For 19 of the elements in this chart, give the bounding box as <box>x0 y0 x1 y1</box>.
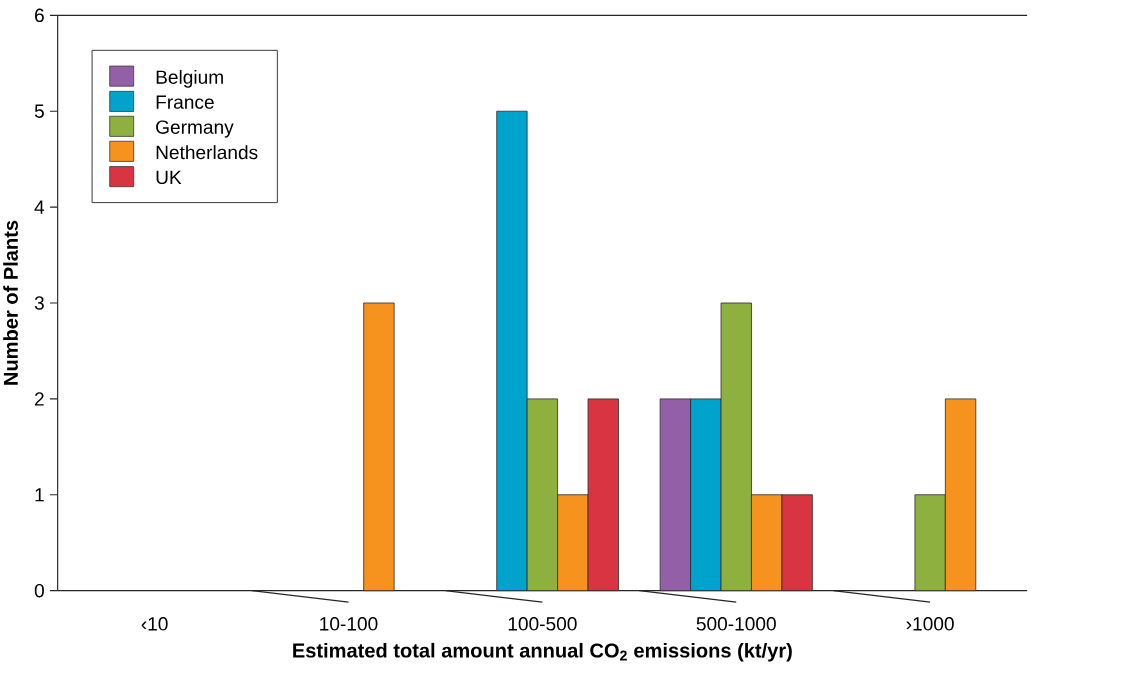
y-tick-label: 3 <box>34 296 44 310</box>
legend-label: Netherlands <box>156 145 258 160</box>
y-tick-label: 2 <box>35 392 44 406</box>
x-tick-label: 10-100 <box>320 617 378 631</box>
legend-label: UK <box>156 171 182 185</box>
y-tick-label: 5 <box>34 104 44 119</box>
x-tick-label: 500-1000 <box>696 617 776 631</box>
legend-label: France <box>156 95 214 110</box>
x-tick-label: ›1000 <box>906 617 954 631</box>
x-axis-title: Estimated total amount annual CO$_{2}$ emissions (kt/yr) <box>293 643 792 662</box>
x-tick-label: ‹10 <box>141 617 168 631</box>
legend-label: Germany <box>156 120 234 138</box>
y-tick-label: 6 <box>35 8 44 23</box>
y-tick-label: 0 <box>34 584 44 598</box>
y-tick-label: 4 <box>34 200 45 214</box>
y-tick-label: 1 <box>35 488 44 502</box>
x-tick-label: 100-500 <box>508 617 577 631</box>
y-axis-title: Number of Plants <box>3 221 18 385</box>
legend-label: Belgium <box>156 70 223 88</box>
